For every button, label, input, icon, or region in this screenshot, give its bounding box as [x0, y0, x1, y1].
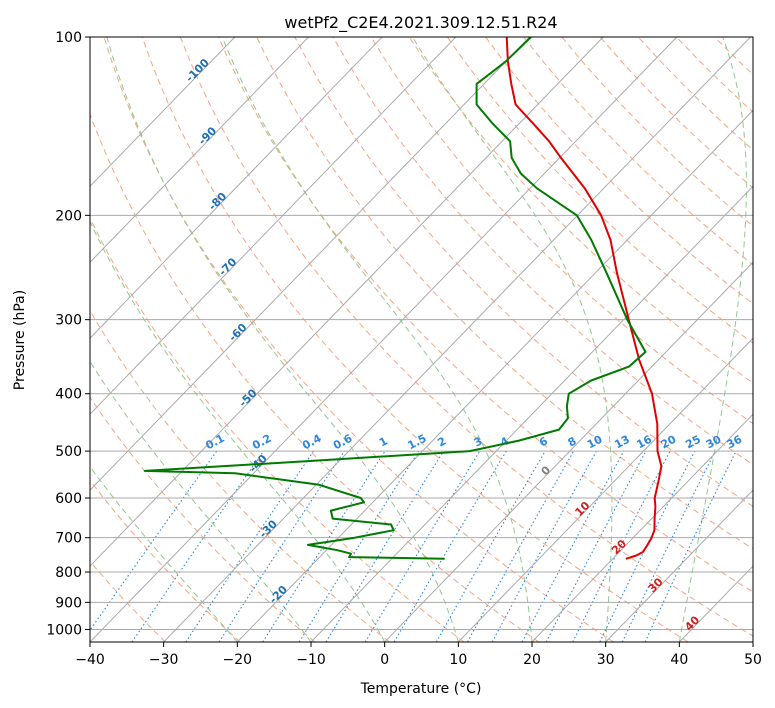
mixing-ratio-line: [185, 450, 314, 642]
y-tick-label: 1000: [46, 622, 82, 638]
mixing-ratio-line: [90, 450, 218, 632]
mixing-ratio-line: [572, 450, 671, 642]
dry-adiabat: [485, 37, 753, 305]
isotherm-line: [384, 261, 753, 642]
moist-adiabat: [106, 37, 459, 642]
mixing-ratio-label: 20: [659, 433, 679, 452]
mixing-ratio-line: [467, 450, 575, 642]
x-axis-ticks: −40 −30 −20 −10 0 10 20 30 40 50: [75, 642, 762, 668]
x-tick-label: 30: [597, 652, 615, 668]
dry-adiabat: [370, 37, 753, 425]
moist-adiabat: [90, 220, 386, 642]
isotherm-line: [531, 413, 753, 642]
isotherm-line: [310, 185, 753, 642]
isotherm-line: [90, 37, 236, 188]
y-tick-label: 800: [55, 565, 82, 581]
dry-adiabat: [446, 37, 753, 344]
isotherm-line: [90, 37, 678, 642]
x-tick-label: −40: [75, 652, 105, 668]
dewpoint-profile: [143, 37, 647, 560]
y-tick-label: 100: [55, 30, 82, 46]
x-tick-label: −30: [149, 652, 179, 668]
y-tick-label: 400: [55, 387, 82, 403]
plot-frame: [89, 36, 754, 643]
dry-adiabat: [90, 479, 241, 642]
isotherm-line: [457, 337, 753, 642]
dry-adiabat: [294, 37, 753, 507]
y-tick-label: 600: [55, 491, 82, 507]
dry-adiabat: [103, 37, 614, 642]
dry-adiabat: [408, 37, 753, 384]
sounding-profiles: [143, 37, 663, 560]
moist-adiabat: [221, 37, 533, 642]
moist-adiabat: [411, 37, 613, 642]
y-tick-label: 900: [55, 595, 82, 611]
mixing-ratio-line: [218, 450, 345, 642]
isobar-gridlines: [90, 37, 753, 630]
y-tick-label: 300: [55, 313, 82, 329]
chart-title: wetPf2_C2E4.2021.309.12.51.R24: [284, 13, 557, 33]
x-axis-label: Temperature (°C): [360, 681, 482, 697]
y-tick-label: 200: [55, 208, 82, 224]
mixing-ratio-label: 36: [725, 433, 745, 452]
mixing-ratio-line: [599, 450, 696, 642]
isotherm-line: [90, 37, 457, 415]
moist-adiabat: [90, 466, 238, 642]
mixing-ratio-label: 13: [612, 433, 632, 452]
dry-adiabat: [90, 112, 540, 642]
moist-adiabat: [678, 37, 747, 642]
y-tick-label: 500: [55, 444, 82, 460]
dry-adiabat: [218, 37, 753, 593]
mixing-ratio-label: 10: [585, 433, 605, 452]
x-tick-label: 50: [744, 652, 762, 668]
isotherm-line: [605, 489, 753, 642]
mixing-ratio-line: [325, 450, 444, 642]
mixing-ratio-label: 16: [634, 433, 654, 452]
plot-area: 0.1 0.2 0.4 0.6 1 1.5 2 3 4 6 8 10 13 16 20 25 30 36-100-…: [90, 37, 753, 642]
x-tick-label: −10: [296, 652, 326, 668]
dry-adiabat: [141, 37, 689, 642]
isotherm-line: [163, 37, 751, 642]
temperature-profile: [505, 37, 663, 560]
mixing-ratio-line: [131, 450, 265, 642]
dry-adiabats: [90, 37, 753, 642]
y-tick-label: 700: [55, 531, 82, 547]
y-axis-ticks: 100 200 300 400 500 600 700 800 900 1000: [46, 30, 90, 638]
dry-adiabat: [90, 396, 316, 642]
mixing-ratio-line: [521, 450, 625, 642]
isotherm-line: [90, 37, 530, 491]
mixing-ratio-line: [262, 450, 386, 642]
x-tick-label: −20: [223, 652, 253, 668]
isotherm-line: [90, 37, 383, 339]
x-tick-label: 10: [449, 652, 467, 668]
x-tick-label: 0: [380, 652, 389, 668]
isotherm-line: [90, 37, 309, 263]
dry-adiabat: [332, 37, 753, 466]
x-tick-label: 40: [670, 652, 688, 668]
y-axis-label: Pressure (hPa): [12, 290, 28, 390]
dry-adiabat: [256, 37, 753, 550]
x-tick-label: 20: [523, 652, 541, 668]
mixing-ratio-label: 30: [704, 433, 724, 452]
mixing-ratio-label: 25: [683, 433, 703, 452]
